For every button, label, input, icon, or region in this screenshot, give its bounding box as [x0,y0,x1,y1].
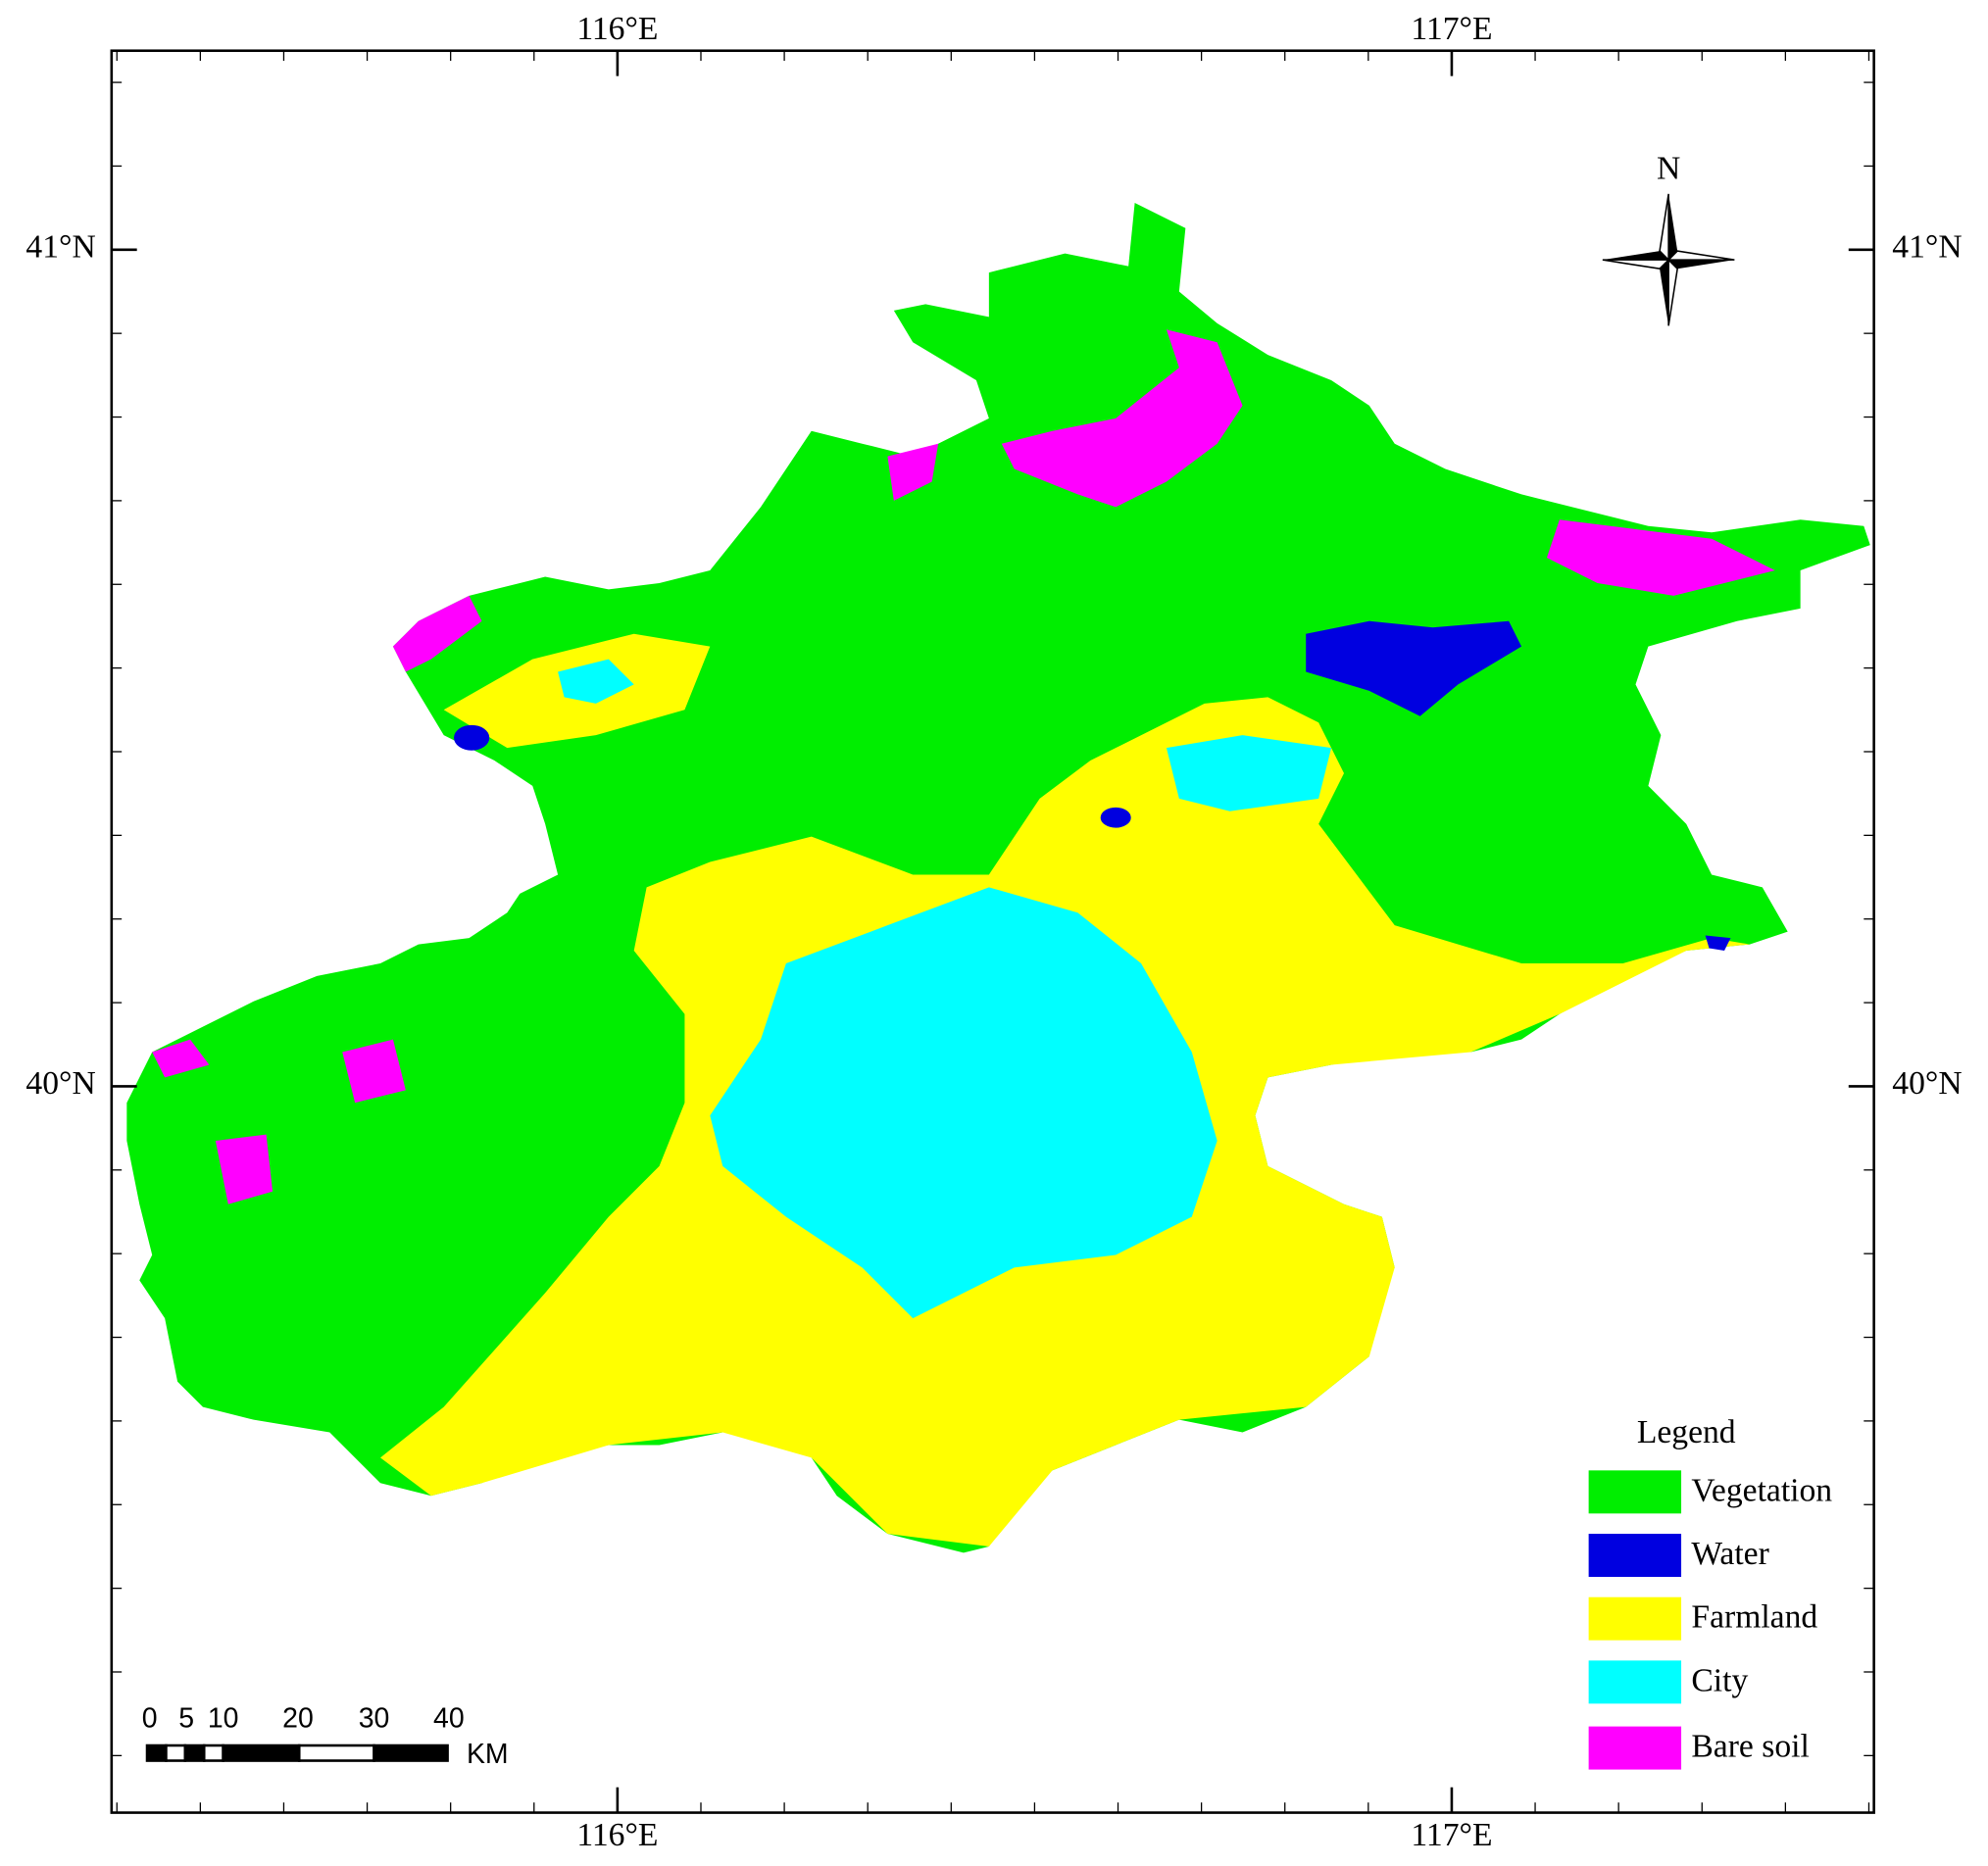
land-cover [126,202,1870,1553]
lat-label: 41°N [1892,229,1962,266]
scale-label: 30 [359,1703,390,1735]
legend-swatch [1588,1470,1682,1514]
scale-segment [202,1743,224,1762]
legend-label: City [1691,1662,1748,1698]
scale-segment [297,1743,375,1762]
water-body [454,724,490,751]
bare-soil-area [215,1134,273,1204]
bare-soil-area [1546,519,1775,596]
lon-label: 117°E [1411,1817,1492,1853]
legend-label: Bare soil [1691,1729,1809,1765]
city-area [1166,735,1332,811]
legend-label: Vegetation [1691,1472,1832,1508]
bare-soil-area [887,443,939,501]
legend-swatch [1588,1596,1682,1641]
city-area [558,659,634,704]
bare-soil-area [1001,329,1243,508]
bare-soil-area [342,1039,406,1104]
scale-segment [183,1743,206,1762]
legend-swatch [1588,1726,1682,1770]
water-body [1100,807,1131,828]
lat-label: 40°N [1892,1065,1962,1102]
north-arrow: N [1602,150,1735,326]
legend: Legend Vegetation Water Farmland City Bare s… [1588,1414,1832,1770]
lat-label: 40°N [25,1065,95,1102]
scale-segment [373,1743,449,1762]
scale-label: 10 [208,1703,239,1735]
water-body [1705,935,1731,952]
legend-swatch [1588,1534,1682,1577]
lon-label: 116°E [576,1817,658,1853]
scale-label: 0 [142,1703,158,1735]
legend-label: Water [1691,1536,1768,1572]
lat-label: 41°N [25,229,95,266]
lon-label: 116°E [576,11,658,47]
scale-unit: KM [467,1739,509,1770]
graticule: 116°E 116°E 117°E 117°E 41°N 41°N 40°N 40°N [25,11,1962,1853]
legend-swatch [1588,1660,1682,1704]
water-body [1306,620,1522,716]
map-content: 116°E 116°E 117°E 117°E 41°N 41°N 40°N 40°N N L… [25,11,1962,1853]
bare-soil-area [152,1039,210,1078]
bare-soil-area [392,595,482,672]
scale-label: 40 [433,1703,465,1735]
map-frame [110,49,1875,1814]
legend-title: Legend [1637,1414,1736,1450]
scale-segment [222,1743,301,1762]
city-area [710,887,1218,1319]
scale-segment [165,1743,187,1762]
scale-label: 20 [282,1703,314,1735]
scale-label: 5 [178,1703,194,1735]
north-label: N [1657,150,1680,186]
legend-label: Farmland [1691,1599,1817,1636]
lon-label: 117°E [1411,11,1492,47]
scale-segment [145,1743,168,1762]
